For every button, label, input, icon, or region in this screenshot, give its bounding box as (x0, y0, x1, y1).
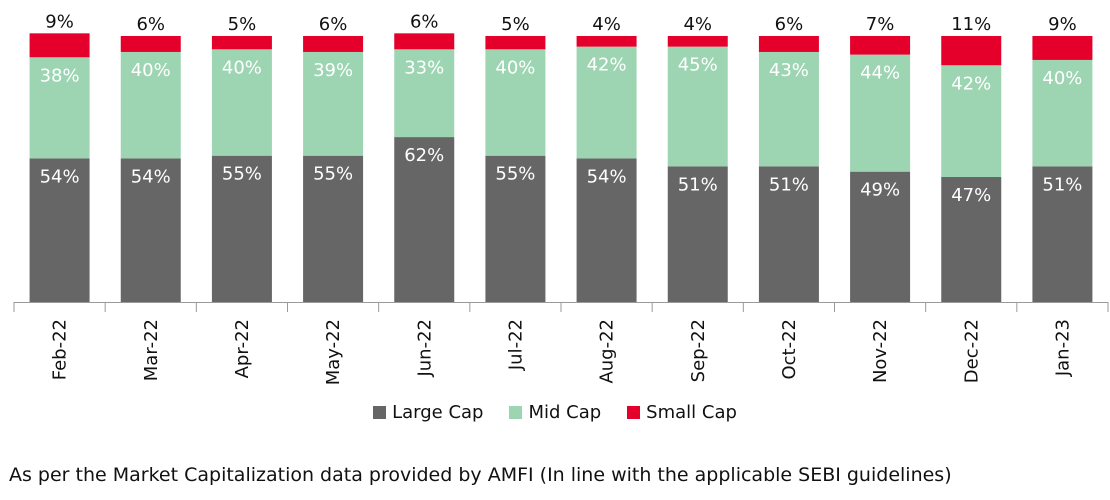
legend-swatch-large-cap (373, 406, 387, 419)
data-label-large-cap-jan-23: 51% (1042, 174, 1082, 195)
bar-mid-cap-nov-22 (850, 54, 911, 172)
data-label-large-cap-may-22: 55% (313, 164, 353, 185)
data-label-small-cap-may-22: 6% (319, 14, 348, 35)
data-label-mid-cap-sep-22: 45% (678, 55, 718, 76)
bar-mid-cap-aug-22 (576, 46, 637, 159)
bar-small-cap-apr-22 (211, 36, 272, 50)
legend-swatch-mid-cap (509, 406, 523, 419)
bar-large-cap-feb-22 (29, 158, 90, 302)
data-label-large-cap-jul-22: 55% (495, 164, 535, 185)
bar-large-cap-jul-22 (485, 155, 546, 302)
legend: Large Cap Mid Cap Small Cap (0, 402, 1110, 423)
data-label-mid-cap-may-22: 39% (313, 60, 353, 81)
bar-large-cap-sep-22 (667, 166, 728, 302)
data-label-small-cap-sep-22: 4% (683, 14, 712, 35)
data-label-small-cap-nov-22: 7% (866, 14, 895, 35)
bar-large-cap-nov-22 (850, 171, 911, 302)
data-label-large-cap-jun-22: 62% (404, 145, 444, 166)
x-tick-label-apr-22: Apr-22 (232, 319, 253, 378)
data-label-mid-cap-feb-22: 38% (40, 65, 80, 86)
bar-small-cap-oct-22 (758, 36, 819, 52)
legend-item-large-cap: Large Cap (373, 402, 483, 423)
bar-small-cap-dec-22 (941, 36, 1002, 66)
bar-mid-cap-feb-22 (29, 57, 90, 159)
bar-mid-cap-mar-22 (120, 51, 181, 159)
data-label-mid-cap-dec-22: 42% (951, 73, 991, 94)
data-label-small-cap-jan-23: 9% (1048, 14, 1077, 35)
bar-mid-cap-dec-22 (941, 65, 1002, 177)
bar-mid-cap-jan-23 (1032, 59, 1093, 167)
legend-item-small-cap: Small Cap (627, 402, 737, 423)
bar-small-cap-jul-22 (485, 36, 546, 50)
data-label-large-cap-sep-22: 51% (678, 174, 718, 195)
x-tick-label-jan-23: Jan-23 (1052, 319, 1073, 377)
bar-large-cap-may-22 (303, 155, 364, 302)
bar-mid-cap-jul-22 (485, 49, 546, 156)
legend-label-mid-cap: Mid Cap (528, 402, 602, 423)
data-label-small-cap-mar-22: 6% (136, 14, 165, 35)
bar-large-cap-jun-22 (394, 137, 455, 302)
data-label-mid-cap-aug-22: 42% (587, 55, 627, 76)
data-label-small-cap-jun-22: 6% (410, 11, 439, 32)
data-label-large-cap-apr-22: 55% (222, 164, 262, 185)
bar-large-cap-apr-22 (211, 155, 272, 302)
bar-small-cap-may-22 (303, 36, 364, 52)
bar-large-cap-mar-22 (120, 158, 181, 302)
bar-small-cap-aug-22 (576, 36, 637, 47)
footnote: As per the Market Capitalization data pr… (9, 464, 952, 486)
data-label-mid-cap-nov-22: 44% (860, 63, 900, 84)
x-tick-label-sep-22: Sep-22 (688, 319, 709, 382)
data-label-large-cap-feb-22: 54% (40, 166, 80, 187)
bar-small-cap-jun-22 (394, 33, 455, 50)
data-label-small-cap-apr-22: 5% (228, 14, 257, 35)
x-tick-label-mar-22: Mar-22 (141, 319, 162, 381)
x-tick-label-aug-22: Aug-22 (597, 319, 618, 384)
bar-small-cap-mar-22 (120, 36, 181, 52)
data-label-mid-cap-mar-22: 40% (131, 60, 171, 81)
bar-mid-cap-jun-22 (394, 49, 455, 138)
x-tick-label-nov-22: Nov-22 (870, 319, 891, 383)
legend-item-mid-cap: Mid Cap (509, 402, 601, 423)
bar-small-cap-sep-22 (667, 36, 728, 47)
bar-mid-cap-may-22 (303, 51, 364, 156)
bar-large-cap-jan-23 (1032, 166, 1093, 302)
bar-mid-cap-apr-22 (211, 49, 272, 156)
x-tick-label-oct-22: Oct-22 (779, 319, 800, 380)
stacked-bar-chart: 54% 38% 9% Feb-22 54% 40% 6% Mar-22 55% 40% 5% Apr-… (13, 11, 1109, 385)
bar-large-cap-dec-22 (941, 176, 1002, 302)
data-label-large-cap-aug-22: 54% (587, 166, 627, 187)
bar-mid-cap-oct-22 (758, 51, 819, 167)
data-label-small-cap-oct-22: 6% (775, 14, 804, 35)
x-tick-label-feb-22: Feb-22 (50, 319, 71, 380)
bar-small-cap-nov-22 (850, 36, 911, 55)
data-label-mid-cap-jun-22: 33% (404, 57, 444, 78)
data-label-mid-cap-jan-23: 40% (1042, 68, 1082, 89)
bar-large-cap-oct-22 (758, 166, 819, 302)
data-label-small-cap-feb-22: 9% (45, 11, 74, 32)
data-label-large-cap-nov-22: 49% (860, 180, 900, 201)
x-tick-label-jun-22: Jun-22 (414, 319, 435, 378)
bar-mid-cap-sep-22 (667, 46, 728, 167)
x-tick-label-may-22: May-22 (323, 319, 344, 385)
data-label-mid-cap-apr-22: 40% (222, 57, 262, 78)
bar-small-cap-feb-22 (29, 33, 90, 58)
legend-label-large-cap: Large Cap (392, 402, 484, 423)
data-label-mid-cap-jul-22: 40% (495, 57, 535, 78)
data-label-small-cap-jul-22: 5% (501, 14, 530, 35)
data-label-large-cap-mar-22: 54% (131, 166, 171, 187)
data-label-small-cap-dec-22: 11% (951, 14, 991, 35)
bar-large-cap-aug-22 (576, 158, 637, 302)
data-label-mid-cap-oct-22: 43% (769, 60, 809, 81)
bar-small-cap-jan-23 (1032, 36, 1093, 60)
x-tick-label-jul-22: Jul-22 (505, 319, 526, 371)
legend-swatch-small-cap (627, 406, 641, 419)
x-tick-label-dec-22: Dec-22 (961, 319, 982, 383)
legend-label-small-cap: Small Cap (646, 402, 737, 423)
data-label-large-cap-dec-22: 47% (951, 185, 991, 206)
data-label-small-cap-aug-22: 4% (592, 14, 621, 35)
data-label-large-cap-oct-22: 51% (769, 174, 809, 195)
